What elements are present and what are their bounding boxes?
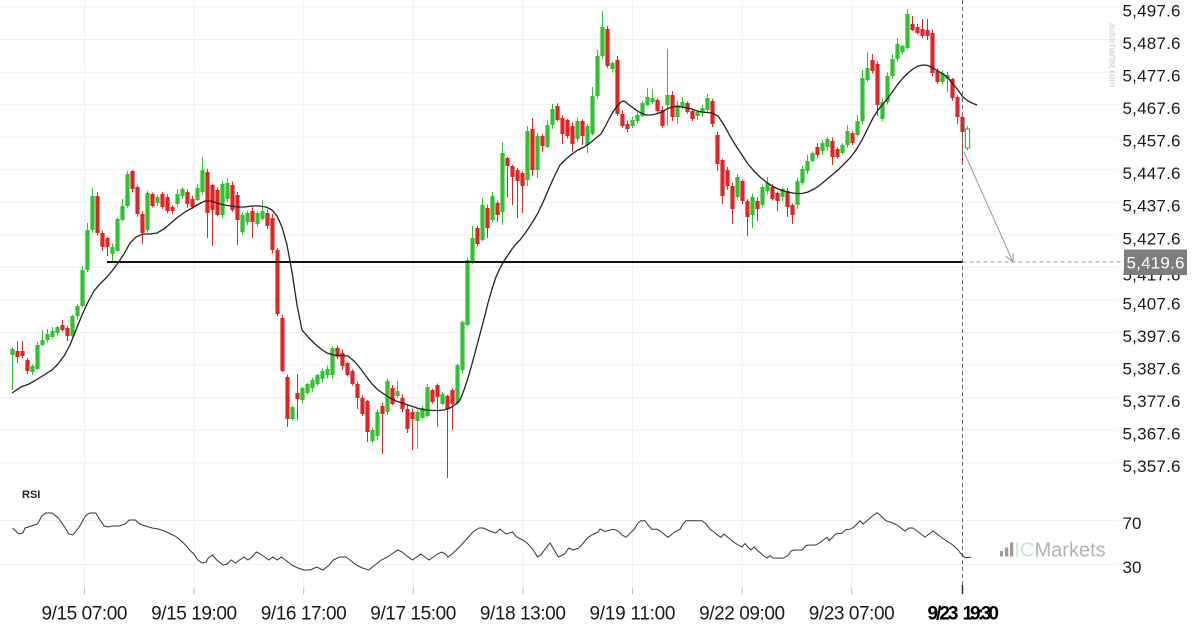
svg-text:19:30: 19:30 [963,604,1000,625]
svg-text:5,419.6: 5,419.6 [1127,253,1185,272]
svg-text:70: 70 [1123,514,1142,533]
svg-text:5,447.6: 5,447.6 [1123,164,1181,183]
svg-text:5,377.6: 5,377.6 [1123,392,1181,411]
svg-text:9/15 19:00: 9/15 19:00 [151,604,237,625]
svg-text:5,387.6: 5,387.6 [1123,360,1181,379]
svg-text:RSI: RSI [22,489,40,501]
svg-text:9/23 07:00: 9/23 07:00 [809,604,895,625]
svg-text:9/23: 9/23 [928,604,959,625]
svg-text:5,457.6: 5,457.6 [1123,132,1181,151]
svg-text:5,357.6: 5,357.6 [1123,457,1181,476]
svg-text:5,427.6: 5,427.6 [1123,229,1181,248]
svg-text:Markets: Markets [1035,540,1106,562]
svg-text:5,497.6: 5,497.6 [1123,1,1181,20]
svg-text:9/22 09:00: 9/22 09:00 [699,604,785,625]
svg-text:5,407.6: 5,407.6 [1123,294,1181,313]
svg-text:5,367.6: 5,367.6 [1123,425,1181,444]
svg-text:9/18 13:00: 9/18 13:00 [480,604,566,625]
svg-text:30: 30 [1123,558,1142,577]
svg-text:IC: IC [1015,540,1035,562]
svg-text:9/15 07:00: 9/15 07:00 [42,604,128,625]
svg-text:5,397.6: 5,397.6 [1123,327,1181,346]
svg-text:9/19 11:00: 9/19 11:00 [590,604,676,625]
svg-text:5,437.6: 5,437.6 [1123,197,1181,216]
svg-text:5,477.6: 5,477.6 [1123,67,1181,86]
svg-text:5,467.6: 5,467.6 [1123,99,1181,118]
svg-text:5,487.6: 5,487.6 [1123,34,1181,53]
svg-text:9/17 15:00: 9/17 15:00 [370,604,456,625]
svg-text:9/16 17:00: 9/16 17:00 [261,604,347,625]
svg-text:autochartist.com: autochartist.com [1108,23,1118,87]
